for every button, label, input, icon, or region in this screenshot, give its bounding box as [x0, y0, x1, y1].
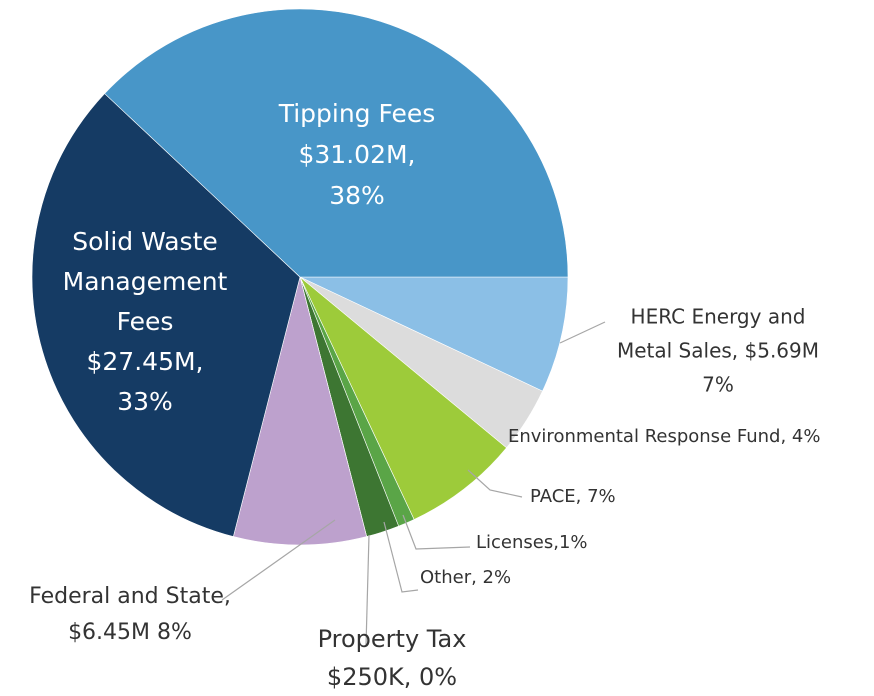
slice-label: Licenses,1% — [476, 532, 588, 553]
leader-line — [365, 534, 370, 647]
pie-slice — [104, 8, 569, 278]
slice-label: $250K, 0% — [327, 663, 457, 691]
slice-label: Solid Waste — [72, 227, 218, 256]
slice-label: $31.02M, — [299, 140, 416, 169]
slice-label: PACE, 7% — [530, 486, 616, 507]
pie-slice — [31, 93, 301, 537]
pie-slice — [299, 276, 569, 392]
slice-label: Federal and State, — [29, 584, 231, 609]
slice-label: Environmental Response Fund, 4% — [508, 426, 820, 447]
leader-line — [402, 514, 471, 550]
leader-line — [467, 469, 523, 498]
slice-label: 38% — [329, 181, 385, 210]
slice-label: Tipping Fees — [278, 99, 436, 128]
leader-line — [559, 321, 606, 344]
slice-label: $6.45M 8% — [68, 620, 192, 645]
leader-line — [383, 521, 419, 593]
slice-label: $27.45M, — [87, 347, 204, 376]
slice-label: Fees — [117, 307, 174, 336]
slice-label: Management — [63, 267, 228, 296]
slice-label: Property Tax — [318, 625, 467, 653]
slice-label: 33% — [117, 387, 173, 416]
pie-slice — [299, 276, 507, 520]
slice-label: HERC Energy and — [631, 305, 806, 329]
slice-label: Other, 2% — [420, 567, 511, 588]
slice-label: 7% — [702, 373, 734, 397]
slice-label: Metal Sales, $5.69M — [617, 339, 819, 363]
leader-line — [221, 519, 336, 601]
